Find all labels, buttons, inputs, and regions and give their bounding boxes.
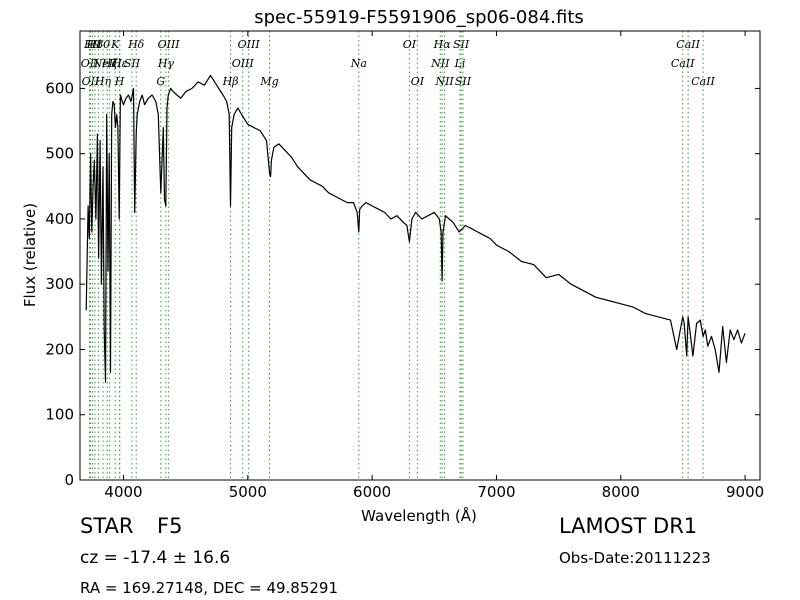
line-label-0: OII <box>81 57 99 70</box>
x-tick-label-5: 9000 <box>726 483 764 501</box>
line-label-27: SII <box>453 38 470 51</box>
line-label-29: CaII <box>671 57 695 70</box>
line-label-6: NeIII <box>92 57 123 70</box>
x-axis-label: Wavelength (Å) <box>361 506 477 525</box>
coordinates: RA = 169.27148, DEC = 49.85291 <box>80 579 339 597</box>
line-label-5: Hη <box>94 75 112 88</box>
line-label-30: CaII <box>676 38 700 51</box>
line-label-13: G <box>156 75 165 88</box>
plot-frame <box>79 30 761 481</box>
line-label-16: Hβ <box>222 75 239 88</box>
line-label-28: SII <box>455 75 472 88</box>
line-label-9: H <box>114 75 125 88</box>
x-tick-label-4: 8000 <box>602 483 640 501</box>
redshift-cz: cz = -17.4 ± 16.6 <box>80 548 231 568</box>
line-label-12: Hδ <box>127 38 145 51</box>
line-label-18: OIII <box>238 38 261 51</box>
y-tick-label-5: 500 <box>45 145 74 163</box>
line-label-17: OIII <box>232 57 255 70</box>
y-tick-label-0: 0 <box>64 471 74 489</box>
line-label-31: CaII <box>691 75 715 88</box>
line-label-2: H9 <box>83 38 101 51</box>
line-label-7: Hζ <box>101 57 119 70</box>
line-label-26: Li <box>454 57 466 70</box>
line-label-10: Hε <box>111 57 128 70</box>
axes: 4000 5000 6000 7000 8000 9000 0 100 200 300 400 500… <box>45 30 764 501</box>
object-class: STAR <box>80 514 134 538</box>
y-tick-label-4: 400 <box>45 210 74 228</box>
line-label-20: Na <box>350 57 367 70</box>
line-label-8: K <box>110 38 120 51</box>
line-label-25: NII <box>434 75 454 88</box>
line-label-21: OI <box>403 38 417 51</box>
line-label-4: H10 <box>86 38 111 51</box>
line-label-15: OIII <box>158 38 181 51</box>
object-subclass: F5 <box>157 514 183 538</box>
line-label-1: OII <box>82 75 100 88</box>
y-tick-label-6: 600 <box>45 79 74 97</box>
survey-name: LAMOST DR1 <box>559 514 698 538</box>
spectrum-line-0 <box>85 74 746 383</box>
line-label-24: Hα <box>433 38 452 51</box>
spectrum-series <box>85 74 746 383</box>
y-tick-label-3: 300 <box>45 275 74 293</box>
line-label-14: Hγ <box>157 57 175 70</box>
chart-title: spec-55919-F5591906_sp06-084.fits <box>254 7 584 28</box>
x-tick-label-2: 6000 <box>353 483 391 501</box>
line-label-11: SII <box>124 57 141 70</box>
y-tick-label-1: 100 <box>45 406 74 424</box>
y-tick-label-2: 200 <box>45 340 74 358</box>
x-tick-label-0: 4000 <box>104 483 142 501</box>
line-label-23: NII <box>430 57 450 70</box>
spectral-line-markers: OIIOIIH9H8H10HηNeIIIHζKHHεSIIHδGHγOIIIHβ… <box>81 31 716 480</box>
x-tick-label-3: 7000 <box>477 483 515 501</box>
line-label-22: OI <box>411 75 425 88</box>
y-axis-label: Flux (relative) <box>21 203 39 307</box>
observation-date: Obs-Date:20111223 <box>559 549 711 567</box>
x-tick-label-1: 5000 <box>229 483 267 501</box>
line-label-19: Mg <box>259 75 278 88</box>
